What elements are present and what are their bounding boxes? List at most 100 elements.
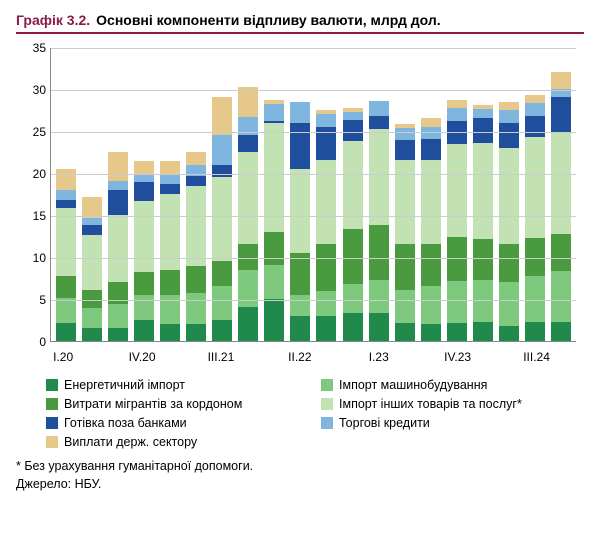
bar-segment-other xyxy=(395,160,415,244)
title-rule xyxy=(16,32,584,34)
bar-segment-trade xyxy=(316,114,336,127)
bar-segment-cash xyxy=(473,118,493,143)
x-tick-label: I.20 xyxy=(53,350,73,364)
bar-segment-machinery xyxy=(447,281,467,323)
bar-segment-gov xyxy=(499,102,519,110)
bar-segment-gov xyxy=(447,100,467,108)
plot-area xyxy=(50,48,576,342)
bar xyxy=(447,100,467,341)
bar xyxy=(56,169,76,341)
legend: Енергетичний імпортІмпорт машинобудуванн… xyxy=(46,378,584,449)
bar-segment-energy xyxy=(316,316,336,341)
bar-segment-cash xyxy=(160,184,180,194)
bar xyxy=(421,118,441,341)
bar-segment-cash xyxy=(290,123,310,169)
bar-segment-other xyxy=(421,160,441,244)
bar-segment-migrants xyxy=(369,225,389,280)
x-tick-label: III.24 xyxy=(523,350,550,364)
bar xyxy=(264,100,284,341)
bar-segment-machinery xyxy=(134,295,154,320)
bar-segment-machinery xyxy=(56,298,76,322)
bar-segment-cash xyxy=(56,200,76,208)
bar-segment-trade xyxy=(525,103,545,116)
bar-segment-trade xyxy=(212,135,232,164)
bar-segment-energy xyxy=(525,322,545,341)
legend-item-energy: Енергетичний імпорт xyxy=(46,378,309,392)
bar-segment-migrants xyxy=(212,261,232,286)
bar-segment-machinery xyxy=(238,270,258,308)
bar-segment-gov xyxy=(238,87,258,116)
bar-segment-machinery xyxy=(212,286,232,320)
bar-segment-machinery xyxy=(499,282,519,326)
bar-segment-other xyxy=(212,177,232,261)
bar-segment-machinery xyxy=(343,284,363,313)
bar-segment-machinery xyxy=(82,308,102,327)
bar-segment-other xyxy=(56,208,76,275)
y-tick-label: 20 xyxy=(20,167,46,181)
bar-segment-energy xyxy=(421,324,441,341)
bar xyxy=(186,152,206,341)
y-tick-label: 5 xyxy=(20,293,46,307)
bar-segment-energy xyxy=(369,313,389,341)
bar-segment-migrants xyxy=(316,244,336,290)
legend-label: Витрати мігрантів за кордоном xyxy=(64,397,242,411)
legend-swatch xyxy=(46,436,58,448)
bar-segment-energy xyxy=(264,299,284,341)
bar-segment-energy xyxy=(343,313,363,341)
bar-segment-cash xyxy=(82,225,102,235)
bar-segment-trade xyxy=(447,108,467,121)
bar-segment-cash xyxy=(343,120,363,141)
bar-segment-migrants xyxy=(264,232,284,266)
bar xyxy=(290,102,310,341)
bar-segment-cash xyxy=(395,140,415,159)
bar-segment-energy xyxy=(473,322,493,341)
bar-segment-trade xyxy=(421,127,441,140)
bar-segment-migrants xyxy=(134,272,154,295)
bar-segment-energy xyxy=(160,324,180,341)
bar-segment-trade xyxy=(499,110,519,123)
bar-segment-energy xyxy=(238,307,258,341)
legend-swatch xyxy=(46,379,58,391)
x-tick-label: I.23 xyxy=(369,350,389,364)
bar-segment-cash xyxy=(212,165,232,178)
y-tick-label: 10 xyxy=(20,251,46,265)
bar-segment-cash xyxy=(238,135,258,152)
bar-segment-cash xyxy=(186,176,206,187)
bar-segment-trade xyxy=(369,101,389,116)
bar-segment-other xyxy=(551,133,571,234)
bar xyxy=(108,152,128,341)
bar-segment-energy xyxy=(290,316,310,341)
bar-segment-trade xyxy=(82,218,102,225)
bar-segment-energy xyxy=(186,324,206,341)
bar-segment-machinery xyxy=(369,280,389,314)
bar-segment-machinery xyxy=(395,290,415,324)
bar-segment-energy xyxy=(134,320,154,341)
bar-segment-machinery xyxy=(264,265,284,299)
bar-segment-other xyxy=(525,137,545,238)
bar xyxy=(395,124,415,342)
bar-segment-trade xyxy=(264,104,284,121)
bar-segment-gov xyxy=(551,72,571,89)
bar-segment-energy xyxy=(551,322,571,341)
x-axis-labels: I.20IV.20III.21II.22I.23IV.23III.24 xyxy=(50,346,576,368)
bar-segment-energy xyxy=(395,323,415,341)
gridline xyxy=(51,258,576,259)
bar-segment-cash xyxy=(499,123,519,148)
bar-segment-machinery xyxy=(316,291,336,316)
x-tick-label: II.22 xyxy=(288,350,311,364)
gridline xyxy=(51,48,576,49)
bar-segment-energy xyxy=(108,328,128,341)
bar xyxy=(238,87,258,341)
legend-swatch xyxy=(46,417,58,429)
bar xyxy=(473,105,493,341)
bar-segment-migrants xyxy=(525,238,545,276)
bar-segment-gov xyxy=(108,152,128,181)
bar xyxy=(134,161,154,341)
bar-segment-migrants xyxy=(551,234,571,272)
gridline xyxy=(51,216,576,217)
bar-segment-trade xyxy=(343,112,363,120)
bar-segment-machinery xyxy=(186,293,206,324)
bar-segment-trade xyxy=(290,102,310,123)
gridline xyxy=(51,132,576,133)
legend-label: Енергетичний імпорт xyxy=(64,378,185,392)
